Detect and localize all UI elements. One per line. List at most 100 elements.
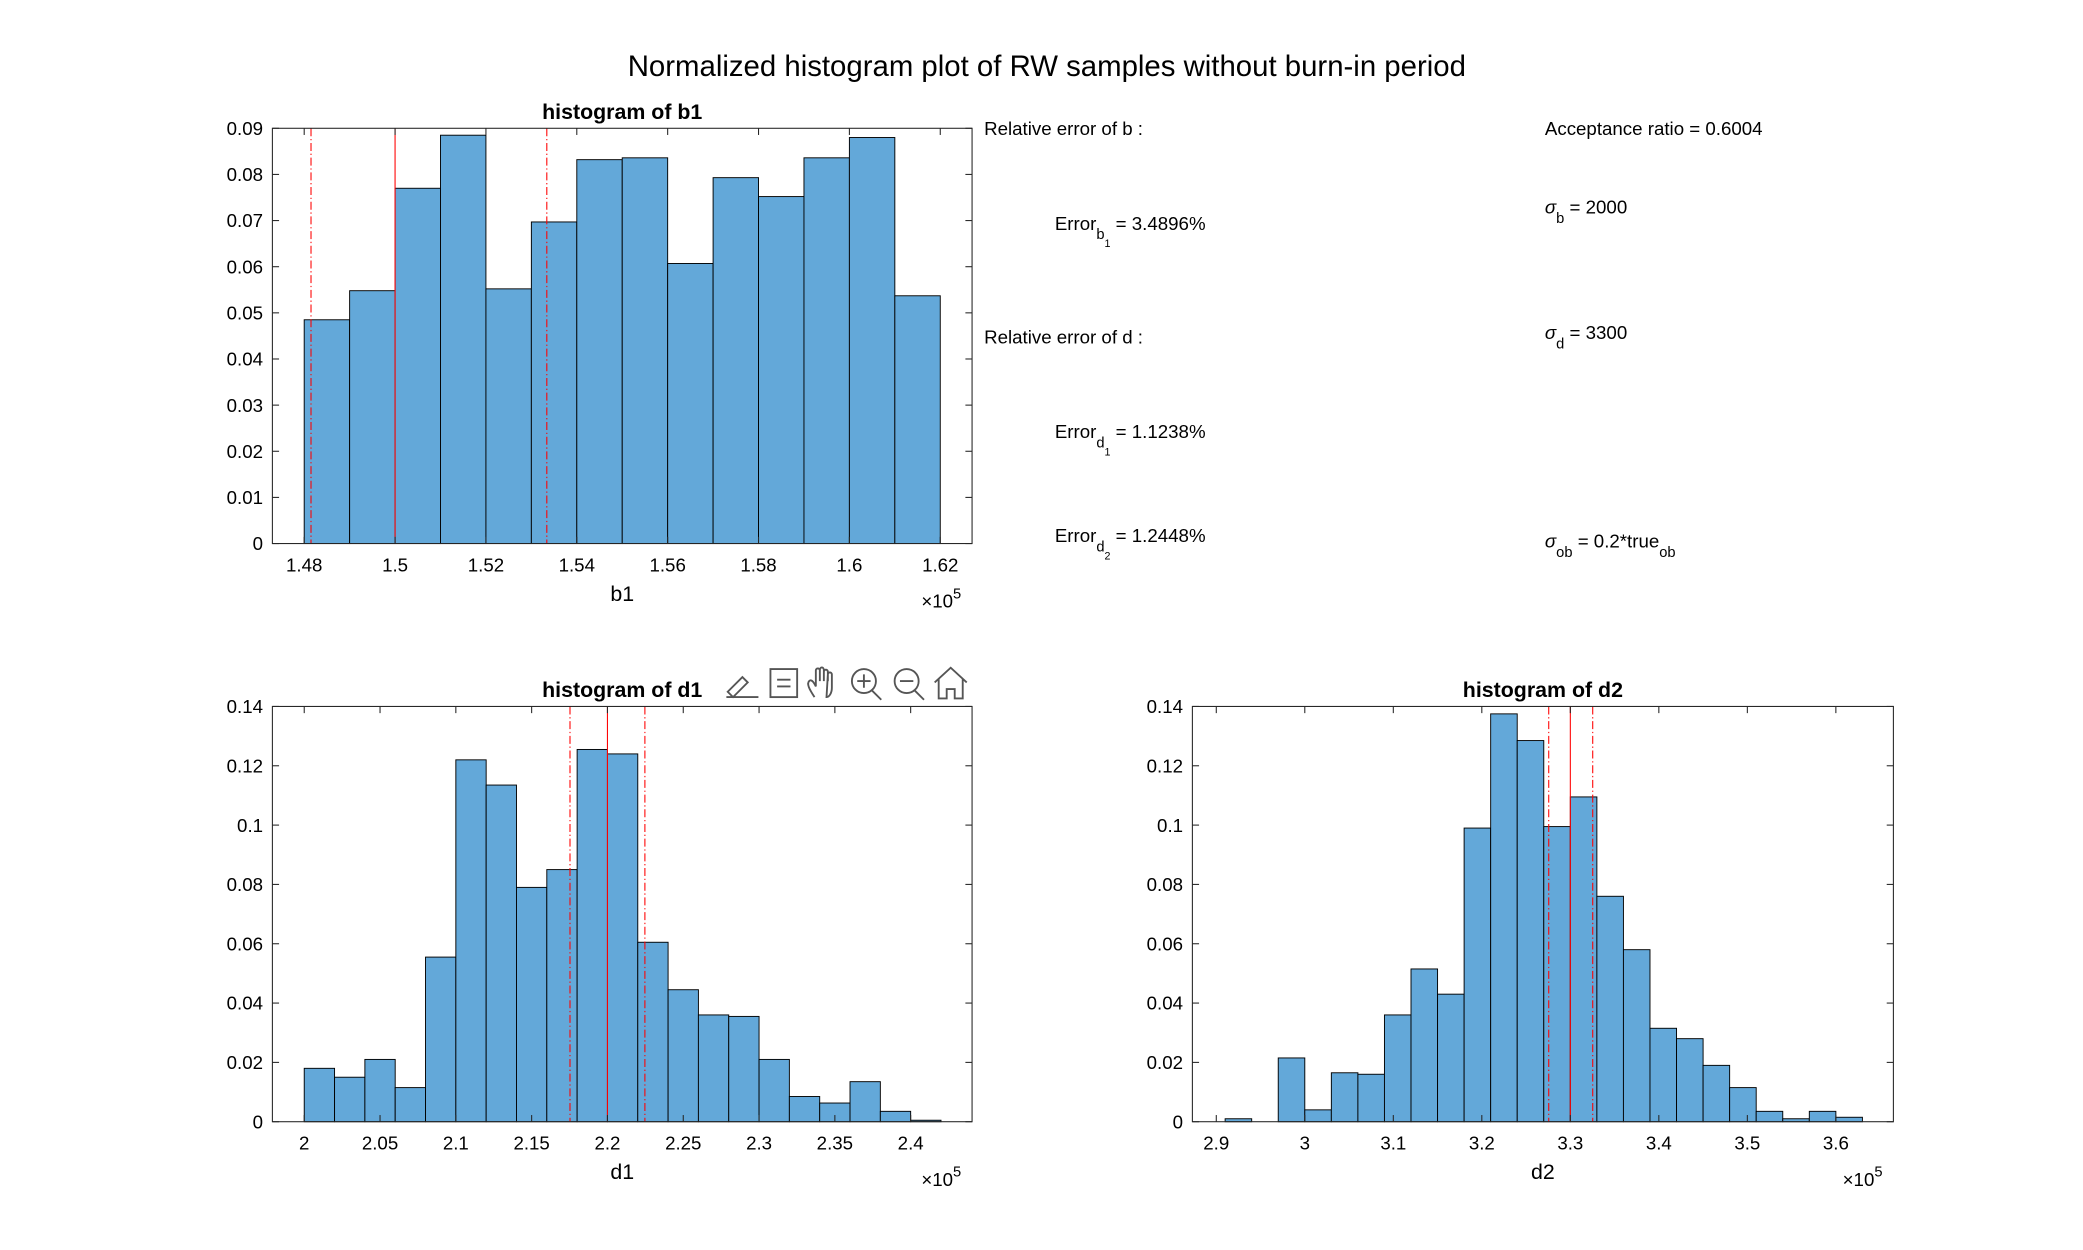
x-multiplier: ×105 bbox=[1843, 1164, 1883, 1189]
toolbar-pan[interactable] bbox=[807, 666, 833, 699]
histogram-bar bbox=[1622, 949, 1651, 1123]
y-tick-label: 0.14 bbox=[1147, 696, 1183, 717]
annotation-subscript: ob bbox=[1556, 545, 1572, 561]
x-multiplier-power: 5 bbox=[953, 1164, 961, 1180]
annotation-text: σ bbox=[1545, 531, 1557, 552]
y-tick-label: 0.08 bbox=[227, 874, 263, 895]
x-tick-label: 2 bbox=[299, 1133, 309, 1154]
histogram-bar bbox=[440, 134, 487, 545]
histogram-bar bbox=[758, 1058, 790, 1123]
histogram-bar bbox=[848, 137, 896, 545]
y-tick-label: 0.03 bbox=[227, 395, 263, 416]
histogram-bar bbox=[1596, 895, 1624, 1123]
x-axis-label: d2 bbox=[1531, 1160, 1555, 1184]
x-tick-label: 3.4 bbox=[1646, 1133, 1672, 1154]
histogram-bar bbox=[788, 1096, 821, 1123]
histogram-bar bbox=[1277, 1057, 1306, 1123]
histogram-bar bbox=[1463, 827, 1492, 1123]
x-multiplier-base: ×10 bbox=[921, 1169, 953, 1190]
annotation: Errorb1 = 3.4896% bbox=[1055, 213, 1206, 250]
y-tick-label: 0.07 bbox=[227, 210, 263, 231]
x-multiplier: ×105 bbox=[921, 586, 961, 611]
x-tick-label: 2.3 bbox=[746, 1133, 772, 1154]
y-tick-label: 0.09 bbox=[227, 118, 263, 139]
histogram-bar bbox=[1383, 1014, 1412, 1123]
histogram-bar bbox=[1543, 826, 1571, 1123]
y-tick-label: 0.06 bbox=[227, 933, 263, 954]
annotation-text: Acceptance ratio = 0.6004 bbox=[1545, 118, 1763, 139]
histogram-bar bbox=[576, 748, 608, 1123]
y-tick-label: 0.08 bbox=[227, 164, 263, 185]
annotation-subscript: 1 bbox=[1105, 238, 1111, 250]
x-tick-label: 2.25 bbox=[665, 1133, 701, 1154]
histogram-bar bbox=[803, 157, 850, 545]
annotation-text: σ bbox=[1545, 322, 1557, 343]
x-tick-label: 3.1 bbox=[1380, 1133, 1406, 1154]
histogram-bar bbox=[1729, 1087, 1757, 1123]
x-tick-label: 3.6 bbox=[1823, 1133, 1849, 1154]
x-tick-label: 1.62 bbox=[922, 555, 958, 576]
annotation-text: Error bbox=[1055, 213, 1097, 234]
y-tick-label: 0.04 bbox=[227, 993, 263, 1014]
annotation: σd = 3300 bbox=[1545, 322, 1627, 352]
x-tick-label: 1.58 bbox=[740, 555, 776, 576]
histogram-bar bbox=[303, 1067, 336, 1123]
y-tick-label: 0.06 bbox=[227, 256, 263, 277]
x-tick-label: 1.6 bbox=[836, 555, 862, 576]
toolbar-zoom-out-glyph[interactable] bbox=[899, 680, 925, 701]
annotation-subscript: b bbox=[1096, 227, 1104, 243]
y-tick-label: 0.12 bbox=[1147, 755, 1183, 776]
histogram-bar bbox=[394, 187, 441, 545]
toolbar-home[interactable] bbox=[934, 666, 968, 700]
histogram-bar bbox=[455, 759, 487, 1123]
x-tick-label: 2.35 bbox=[817, 1133, 853, 1154]
annotation: Relative error of b : bbox=[984, 118, 1143, 139]
figure-title: Normalized histogram plot of RW samples … bbox=[628, 50, 1466, 83]
histogram-bar bbox=[530, 221, 578, 545]
annotation-text: = 3300 bbox=[1564, 322, 1627, 343]
toolbar-datatip-lines[interactable] bbox=[777, 678, 791, 688]
y-tick-label: 0.1 bbox=[1157, 815, 1183, 836]
histogram-bar bbox=[516, 886, 548, 1123]
annotation: Acceptance ratio = 0.6004 bbox=[1545, 118, 1763, 139]
histogram-bar bbox=[485, 784, 517, 1123]
annotation-subscript: 1 bbox=[1105, 446, 1111, 458]
axes-box bbox=[1191, 705, 1894, 1123]
annotation-subscript: d bbox=[1096, 435, 1104, 451]
annotation-subscript: d bbox=[1096, 540, 1104, 556]
histogram-bar bbox=[1702, 1064, 1731, 1123]
toolbar-zoom-in-glyph[interactable] bbox=[857, 674, 882, 701]
axes-box bbox=[271, 705, 973, 1123]
x-multiplier: ×105 bbox=[921, 1164, 961, 1189]
annotation-text: Relative error of d : bbox=[984, 326, 1143, 347]
x-tick-label: 3.5 bbox=[1734, 1133, 1760, 1154]
annotation: Errord2 = 1.2448% bbox=[1055, 525, 1206, 562]
toolbar-zoom-in[interactable] bbox=[850, 668, 877, 695]
x-axis-label: b1 bbox=[610, 582, 634, 606]
histogram-axes: 2 2.05 2.1 2.15 2.2 2.25 2.3 2.35 2.4 0 0.02 0.04 0.… bbox=[227, 678, 973, 1190]
toolbar-brush[interactable] bbox=[726, 675, 759, 699]
toolbar-zoom-out[interactable] bbox=[893, 668, 920, 695]
axes-toolbar[interactable] bbox=[726, 666, 968, 701]
x-tick-label: 1.48 bbox=[286, 555, 322, 576]
toolbar-datatip[interactable] bbox=[769, 668, 799, 699]
histogram-bar bbox=[697, 1014, 730, 1123]
x-multiplier-base: ×10 bbox=[921, 591, 953, 612]
y-tick-label: 0.04 bbox=[1147, 993, 1183, 1014]
histogram-bar bbox=[879, 1110, 912, 1123]
histogram-bar bbox=[1357, 1073, 1385, 1123]
histogram-bar bbox=[1330, 1072, 1359, 1123]
y-tick-label: 0.1 bbox=[237, 815, 263, 836]
x-tick-label: 1.56 bbox=[649, 555, 685, 576]
annotation-subscript: ob bbox=[1659, 545, 1675, 561]
histogram-bar bbox=[712, 177, 759, 545]
annotation-subscript: 2 bbox=[1105, 551, 1111, 563]
histogram-bar bbox=[394, 1087, 426, 1123]
annotation: σb = 2000 bbox=[1545, 197, 1627, 227]
histogram-bar bbox=[606, 753, 639, 1123]
histogram-bar bbox=[849, 1081, 881, 1123]
histogram-bar bbox=[667, 263, 714, 545]
annotation-text: Error bbox=[1055, 525, 1097, 546]
y-tick-label: 0.12 bbox=[227, 755, 263, 776]
annotation-text: = 1.2448% bbox=[1110, 525, 1205, 546]
